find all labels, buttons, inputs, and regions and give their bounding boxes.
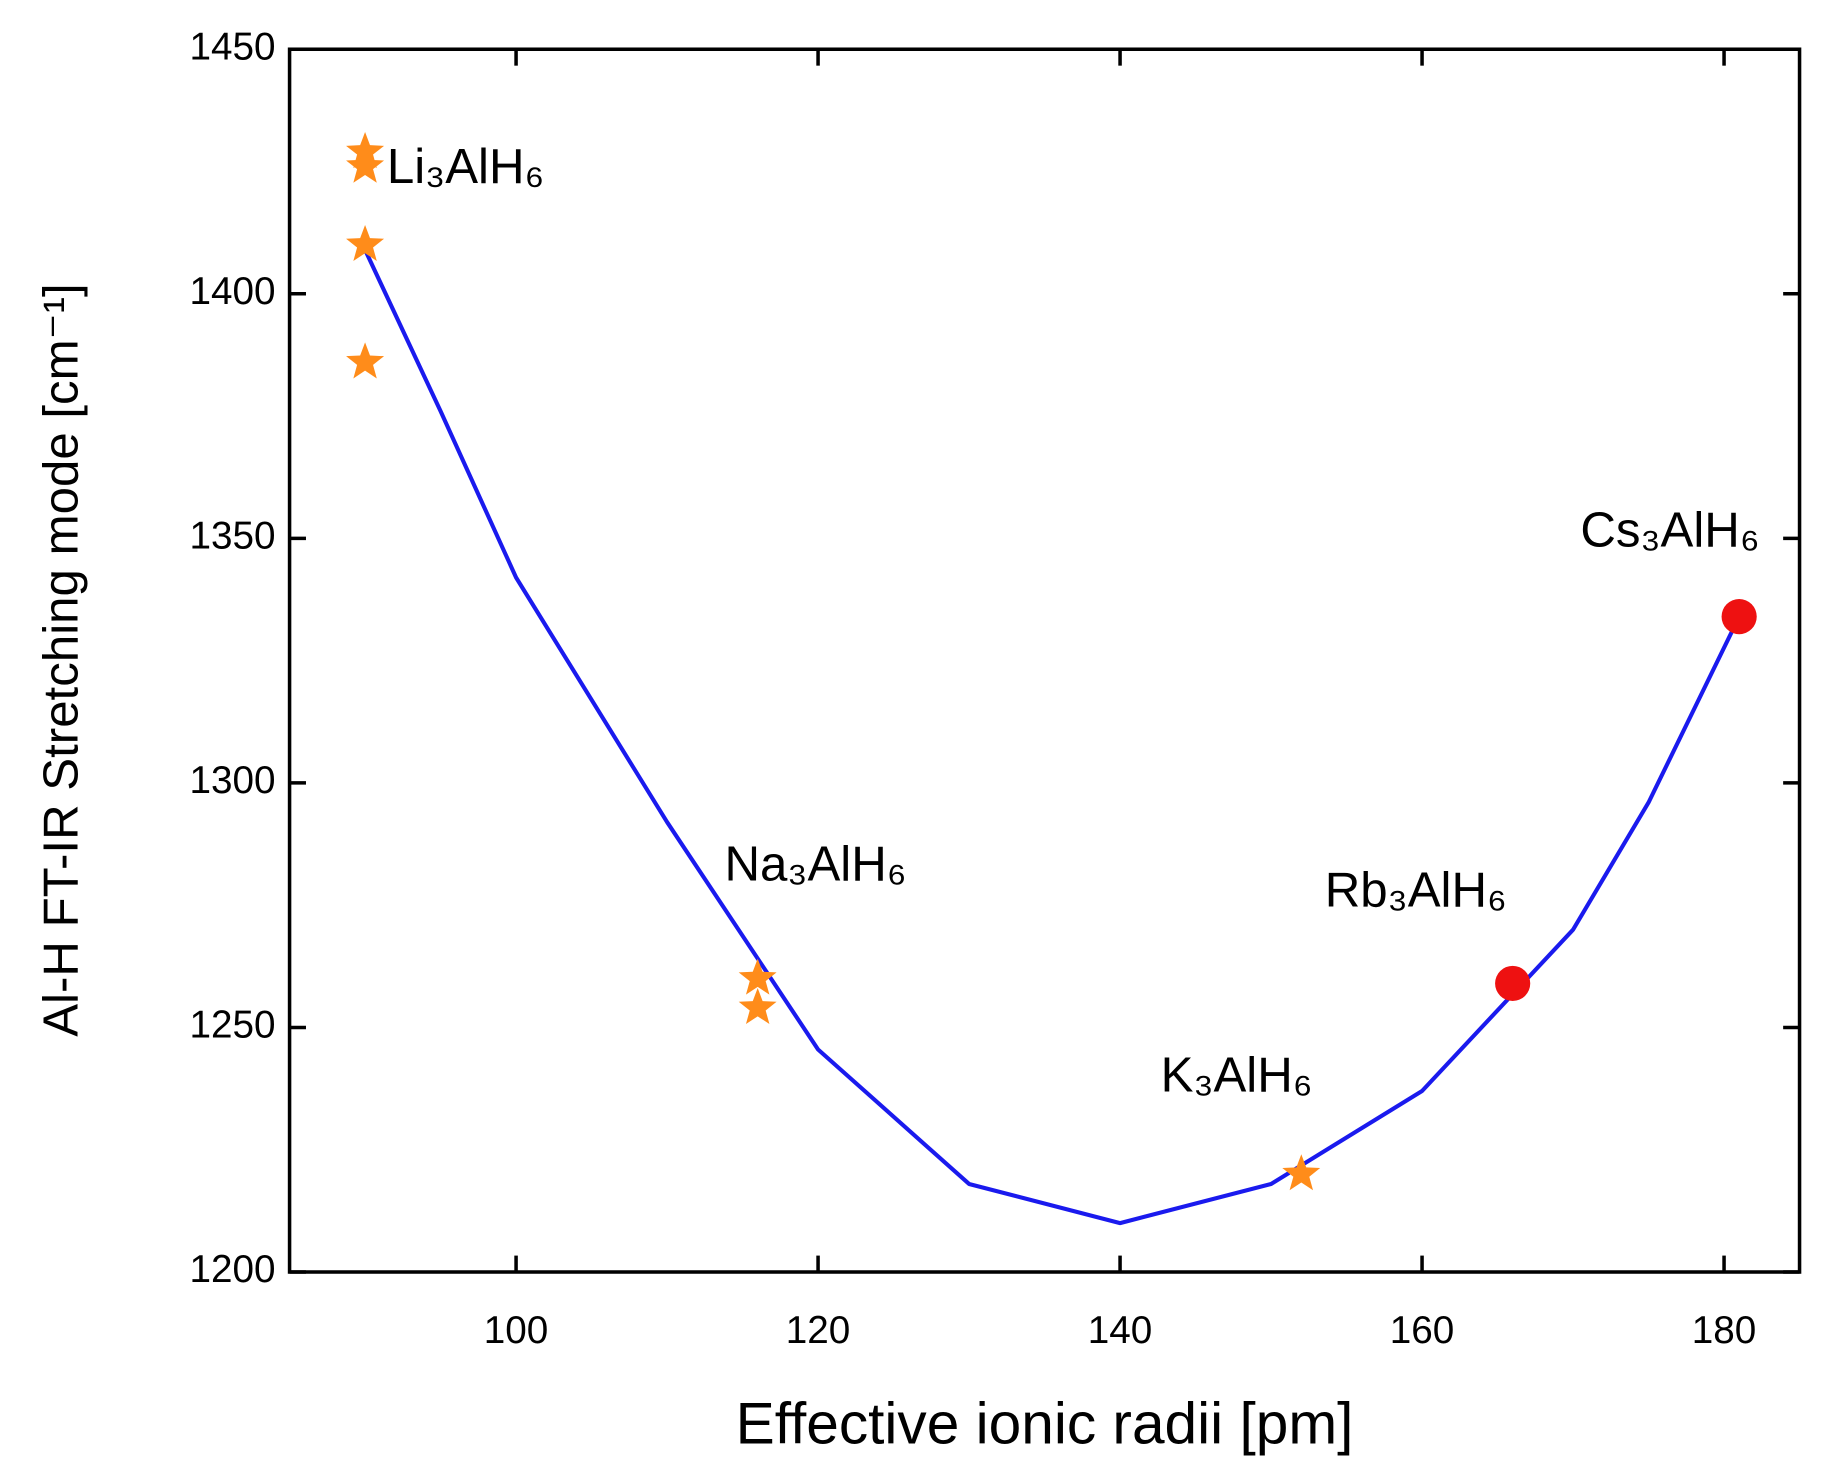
- y-tick-label: 1350: [189, 515, 275, 558]
- star-marker: [346, 224, 385, 261]
- x-tick-label: 180: [1692, 1309, 1757, 1352]
- y-axis-title: Al-H FT-IR Stretching mode [cm⁻¹]: [33, 283, 88, 1036]
- star-marker: [346, 342, 385, 379]
- annotation: Cs₃AlH₆: [1580, 502, 1759, 557]
- circle-marker: [1495, 965, 1531, 1002]
- circle-marker: [1721, 599, 1757, 635]
- annotation: K₃AlH₆: [1161, 1048, 1313, 1103]
- star-marker: [346, 146, 385, 183]
- x-tick-label: 160: [1390, 1309, 1455, 1352]
- y-tick-label: 1300: [189, 759, 275, 802]
- star-marker: [738, 958, 777, 995]
- y-tick-label: 1450: [189, 25, 275, 68]
- y-tick-label: 1200: [189, 1248, 275, 1291]
- x-tick-label: 100: [484, 1309, 549, 1352]
- y-tick-label: 1400: [189, 270, 275, 313]
- x-tick-label: 120: [786, 1309, 851, 1352]
- star-marker: [738, 987, 777, 1025]
- annotation: Rb₃AlH₆: [1325, 862, 1507, 917]
- y-tick-label: 1250: [189, 1004, 275, 1047]
- annotation: Na₃AlH₆: [725, 837, 907, 892]
- star-marker: [1282, 1154, 1321, 1191]
- x-tick-label: 140: [1088, 1309, 1153, 1352]
- annotation: Li₃AlH₆: [387, 139, 545, 194]
- fit-curve: [363, 248, 1742, 1226]
- plot-frame: [287, 47, 1802, 1274]
- x-axis-title: Effective ionic radii [pm]: [736, 1391, 1354, 1456]
